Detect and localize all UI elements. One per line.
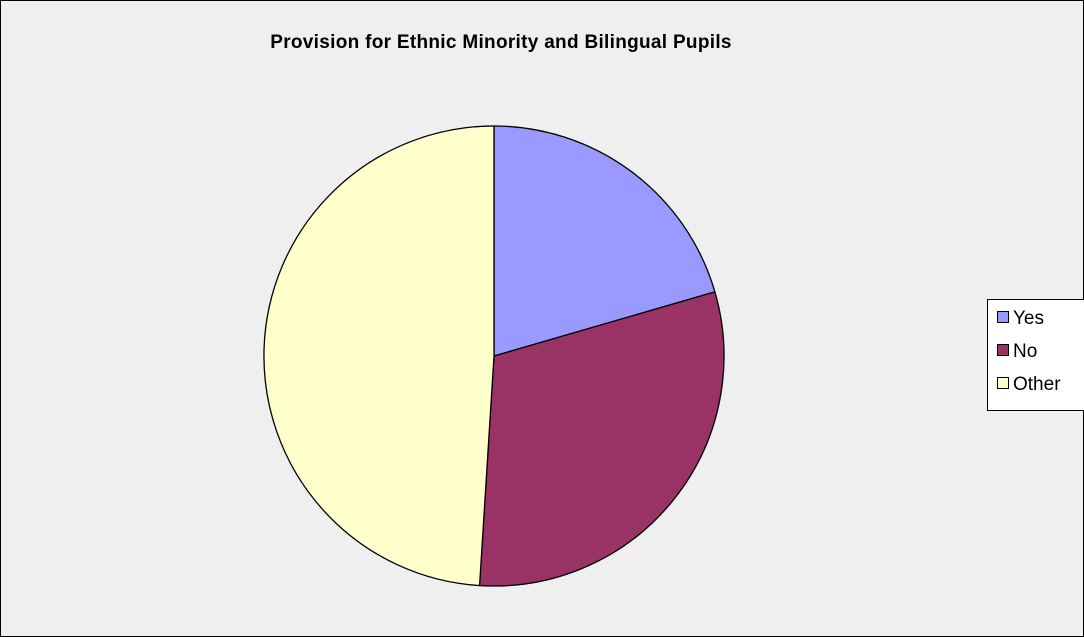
pie-slice-other (263, 125, 495, 587)
legend-item-other: Other (997, 372, 1061, 398)
legend-label-other: Other (1013, 374, 1061, 395)
legend-label-no: No (1013, 341, 1038, 362)
legend-swatch-other (997, 376, 1009, 389)
legend-swatch-yes (997, 310, 1009, 323)
legend: Yes No Other (987, 299, 1084, 411)
legend-label-yes: Yes (1013, 308, 1044, 329)
chart-title: Provision for Ethnic Minority and Biling… (270, 32, 732, 53)
legend-item-yes: Yes (997, 306, 1044, 332)
legend-swatch-no (997, 343, 1009, 356)
pie-slice-yes (493, 125, 716, 357)
legend-item-no: No (997, 339, 1037, 365)
pie-slice-no (478, 291, 725, 587)
pie-chart (263, 125, 725, 587)
